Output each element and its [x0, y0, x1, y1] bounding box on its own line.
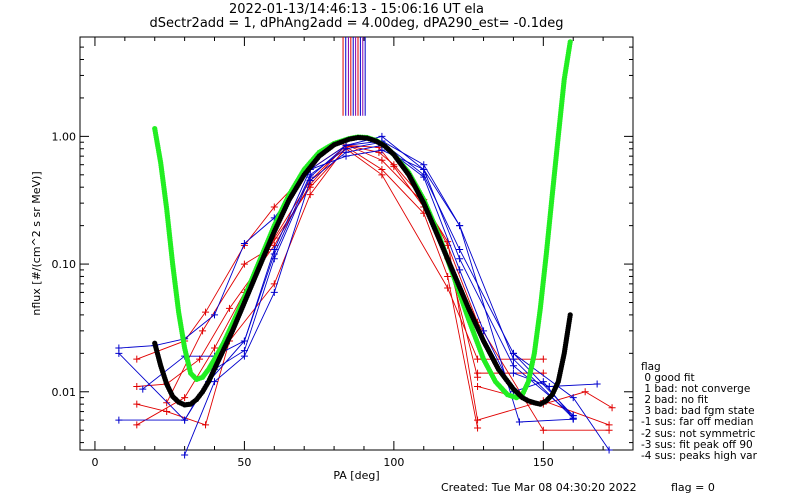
- data-point-red: [605, 421, 613, 429]
- created-timestamp: Created: Tue Mar 08 04:30:20 2022: [441, 481, 637, 494]
- data-point-red: [390, 161, 398, 169]
- data-point-red: [444, 272, 452, 280]
- series-line-red-6: [166, 148, 544, 403]
- data-point-red: [474, 416, 482, 424]
- y-tick-label: 1.00: [52, 130, 77, 143]
- plot-axes: 0 50 100 150 0.01 0.10 1.00 PA [deg] nflux [#/(c…: [30, 36, 634, 482]
- legend-item-1: 1 bad: not converge: [641, 383, 751, 396]
- x-axis-label: PA [deg]: [333, 469, 379, 482]
- data-point-red: [378, 171, 386, 179]
- legend-item-4: -1 sus: far off median: [641, 416, 754, 429]
- data-point-blue: [545, 382, 553, 390]
- x-tick-label: 0: [91, 456, 98, 469]
- data-point-blue: [139, 385, 147, 393]
- data-point-blue: [456, 266, 464, 274]
- data-point-blue: [593, 380, 601, 388]
- legend-item-5: -2 sus: not symmetric: [641, 427, 756, 440]
- data-point-blue: [420, 173, 428, 181]
- y-tick-label: 0.10: [52, 258, 77, 271]
- data-point-blue: [456, 255, 464, 263]
- data-point-red: [474, 369, 482, 377]
- legend-item-7: -4 sus: peaks high var: [641, 449, 757, 462]
- data-point-red: [181, 394, 189, 402]
- data-point-blue: [509, 369, 517, 377]
- data-point-blue: [569, 415, 577, 423]
- data-point-blue: [211, 311, 219, 319]
- data-point-red: [270, 203, 278, 211]
- data-point-blue: [378, 146, 386, 154]
- data-point-red: [133, 400, 141, 408]
- legend-item-2: 2 bad: no fit: [641, 394, 709, 407]
- fit-curve-dot-green: [567, 39, 573, 45]
- data-point-red: [163, 408, 171, 416]
- data-point-red: [539, 426, 547, 434]
- data-point-blue: [456, 246, 464, 254]
- fit-curve-dot-black: [567, 312, 573, 318]
- data-point-red: [474, 424, 482, 432]
- data-point-red: [196, 355, 204, 363]
- data-point-red: [581, 388, 589, 396]
- data-point-blue: [115, 416, 123, 424]
- data-point-red: [306, 191, 314, 199]
- data-point-blue: [509, 362, 517, 370]
- data-point-blue: [240, 352, 248, 360]
- data-point-red: [225, 304, 233, 312]
- data-point-red: [474, 382, 482, 390]
- data-point-blue: [509, 349, 517, 357]
- data-point-blue: [515, 418, 523, 426]
- data-point-blue: [509, 355, 517, 363]
- data-point-blue: [211, 378, 219, 386]
- data-point-red: [211, 344, 219, 352]
- data-point-red: [133, 382, 141, 390]
- data-point-blue: [181, 416, 189, 424]
- data-point-blue: [605, 446, 613, 454]
- data-point-red: [163, 399, 171, 407]
- legend-item-6: -3 sus: fit peak off 90: [641, 438, 753, 451]
- flag-legend: flag 0 good fit 1 bad: not converge 2 ba…: [641, 361, 757, 462]
- x-tick-label: 150: [533, 456, 554, 469]
- peak-marker-lines: [342, 37, 366, 116]
- data-point-blue: [306, 177, 314, 185]
- data-point-red: [202, 421, 210, 429]
- plot-frame: [79, 36, 634, 451]
- legend-item-0: 0 good fit: [641, 372, 695, 385]
- data-point-blue: [240, 337, 248, 345]
- chart-subtitle: dSectr2add = 1, dPhAng2add = 4.00deg, dP…: [149, 16, 564, 31]
- data-point-blue: [181, 451, 189, 459]
- chart-title: 2022-01-13/14:46:13 - 15:06:16 UT ela: [229, 2, 484, 17]
- data-point-red: [133, 421, 141, 429]
- y-tick-label: 0.01: [52, 386, 77, 399]
- data-point-blue: [270, 288, 278, 296]
- data-point-red: [202, 308, 210, 316]
- data-point-red: [539, 355, 547, 363]
- y-axis-label: nflux [#/(cm^2 s sr MeV)]: [30, 171, 43, 315]
- data-point-blue: [569, 394, 577, 402]
- series-line-blue-13: [142, 149, 574, 423]
- data-point-blue: [342, 152, 350, 160]
- data-point-red: [608, 404, 616, 412]
- legend-title: flag: [641, 361, 661, 373]
- flag-value: flag = 0: [671, 481, 715, 494]
- data-point-red: [240, 260, 248, 268]
- data-point-red: [133, 355, 141, 363]
- data-series: [115, 39, 616, 459]
- data-point-red: [199, 327, 207, 335]
- data-point-blue: [420, 166, 428, 174]
- data-point-red: [378, 156, 386, 164]
- data-point-blue: [240, 239, 248, 247]
- data-point-blue: [456, 222, 464, 230]
- data-point-red: [444, 284, 452, 292]
- data-point-blue: [270, 246, 278, 254]
- data-point-blue: [115, 349, 123, 357]
- x-tick-label: 50: [237, 456, 251, 469]
- data-point-red: [474, 355, 482, 363]
- x-tick-label: 100: [383, 456, 404, 469]
- legend-item-3: 3 bad: bad fgm state: [641, 405, 755, 418]
